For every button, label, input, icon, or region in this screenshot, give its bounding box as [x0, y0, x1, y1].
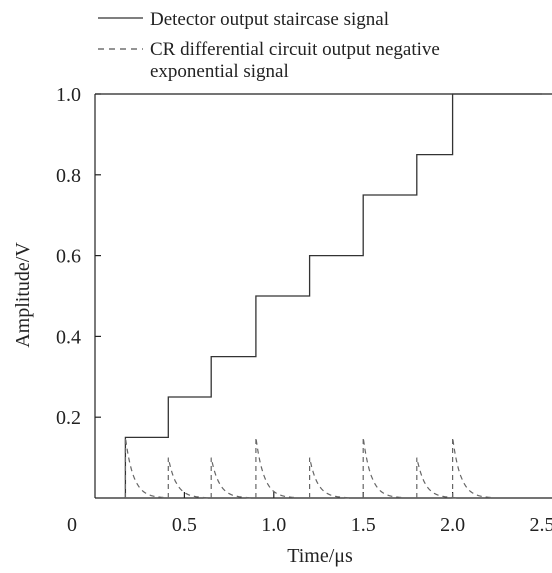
exponential-pulse [124, 437, 166, 499]
legend-label-exponential: CR differential circuit output negative … [150, 39, 445, 82]
y-axis: 0.2 0.4 0.6 0.8 1.0 [56, 84, 101, 429]
exponential-pulse [255, 437, 297, 499]
x-tick-label: 1.5 [351, 514, 376, 536]
y-tick-label: 0.8 [56, 165, 81, 187]
x-axis-title: Time/μs [287, 545, 353, 567]
exponential-pulse [452, 437, 493, 499]
y-tick-label: 1.0 [56, 84, 81, 106]
x-tick-label: 2.5 [530, 514, 552, 536]
exponential-pulse [309, 457, 350, 499]
exponential-pulse [362, 437, 404, 499]
y-tick-label: 0.4 [56, 326, 81, 348]
x-tick-label: 0 [67, 514, 77, 536]
exponential-pulse [416, 457, 458, 499]
legend-label-staircase: Detector output staircase signal [150, 9, 389, 30]
x-tick-label: 2.0 [440, 514, 465, 536]
y-tick-label: 0.6 [56, 246, 81, 268]
x-tick-label: 1.0 [261, 514, 286, 536]
x-axis: 0 0.5 1.0 1.5 2.0 2.5 [67, 492, 552, 536]
exponential-pulse [210, 457, 252, 499]
y-tick-label: 0.2 [56, 407, 81, 429]
legend: Detector output staircase signal CR diff… [98, 9, 445, 82]
x-tick-label: 0.5 [172, 514, 197, 536]
y-axis-title: Amplitude/V [12, 242, 34, 348]
series-staircase-line [124, 93, 542, 498]
series-layer [124, 93, 542, 499]
exponential-pulse [167, 457, 209, 499]
